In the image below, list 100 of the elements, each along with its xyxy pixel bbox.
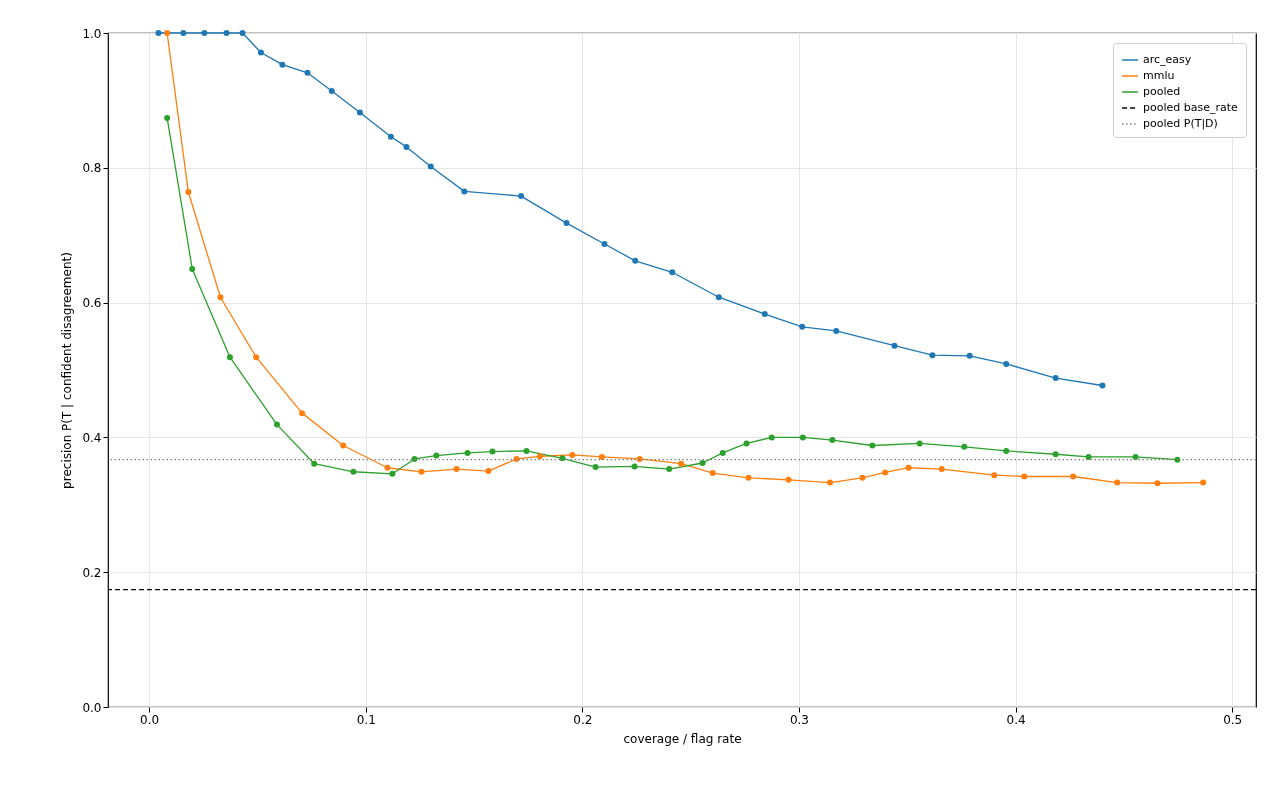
point [1154, 480, 1161, 487]
point [350, 468, 357, 475]
y-axis-title: precision P(T | confident disagreement) [60, 252, 75, 489]
point [518, 193, 525, 200]
point [905, 464, 912, 471]
point [164, 30, 171, 36]
y-tick-label: 0.2 [82, 565, 102, 580]
legend-label: pooled P(T|D) [1143, 117, 1218, 130]
point [311, 460, 318, 467]
point [799, 434, 806, 441]
point [991, 472, 998, 479]
point [223, 30, 230, 36]
point [929, 352, 936, 359]
point [666, 466, 673, 473]
point [632, 257, 639, 264]
point [1003, 447, 1010, 454]
point [523, 447, 530, 454]
point [699, 460, 706, 467]
point [829, 437, 836, 444]
point [257, 49, 264, 56]
y-tick-label: 0.0 [82, 700, 102, 715]
point [869, 442, 876, 449]
x-tick-label: 0.3 [789, 712, 810, 727]
point [598, 453, 605, 460]
point [826, 479, 833, 486]
point [453, 466, 460, 473]
point [592, 464, 599, 471]
point [273, 421, 280, 428]
point [185, 189, 192, 196]
point [403, 143, 410, 150]
point [328, 87, 335, 94]
point [536, 453, 543, 460]
legend-label: pooled base_rate [1143, 101, 1239, 114]
point [961, 443, 968, 450]
point [279, 61, 286, 68]
point [427, 163, 434, 170]
point [715, 294, 722, 301]
point [745, 474, 752, 481]
x-tick-label: 0.4 [1006, 712, 1026, 727]
point [1200, 479, 1207, 486]
point [217, 294, 224, 301]
point [743, 440, 750, 447]
point [299, 410, 306, 417]
point [938, 466, 945, 473]
point [859, 474, 866, 481]
point [239, 30, 246, 36]
point [569, 451, 576, 458]
point [340, 442, 347, 449]
point [304, 69, 311, 76]
point [891, 342, 898, 349]
point [1114, 479, 1121, 486]
legend-label: arc_easy [1143, 53, 1192, 66]
point [253, 354, 260, 361]
point [636, 455, 643, 462]
point [1003, 360, 1010, 367]
point [669, 269, 676, 276]
y-tick-label: 0.6 [82, 296, 102, 311]
x-tick-label: 0.2 [573, 712, 593, 727]
y-tick-label: 0.4 [82, 430, 102, 445]
x-tick-label: 0.0 [140, 712, 160, 727]
point [882, 469, 889, 476]
legend-label: mmlu [1143, 69, 1175, 82]
point [916, 440, 923, 447]
point [464, 449, 471, 456]
point [1021, 473, 1028, 480]
point [387, 133, 394, 140]
point [461, 188, 468, 195]
point [601, 240, 608, 247]
point [384, 464, 391, 471]
point [966, 352, 973, 359]
point [1052, 451, 1059, 458]
point [489, 448, 496, 455]
point [389, 470, 396, 477]
point [761, 311, 768, 318]
point [433, 452, 440, 459]
point [1099, 382, 1106, 389]
point [563, 220, 570, 227]
point [799, 323, 806, 330]
x-tick-label: 0.1 [356, 712, 376, 727]
point [1174, 456, 1181, 463]
y-tick-label: 0.8 [82, 161, 102, 176]
point [155, 30, 162, 36]
point [1070, 473, 1077, 480]
y-tick-label: 1.0 [82, 26, 102, 41]
point [164, 114, 171, 121]
point [180, 30, 187, 36]
point [559, 455, 566, 462]
point [678, 460, 685, 467]
point [1052, 375, 1059, 382]
point [201, 30, 208, 36]
point [768, 434, 775, 441]
point [189, 265, 196, 272]
point [631, 463, 638, 470]
x-tick-label: 0.5 [1223, 712, 1243, 727]
point [226, 354, 233, 361]
point [485, 468, 492, 475]
point [418, 468, 425, 475]
x-axis-title: coverage / flag rate [623, 731, 742, 746]
point [719, 449, 726, 456]
point [356, 109, 363, 116]
